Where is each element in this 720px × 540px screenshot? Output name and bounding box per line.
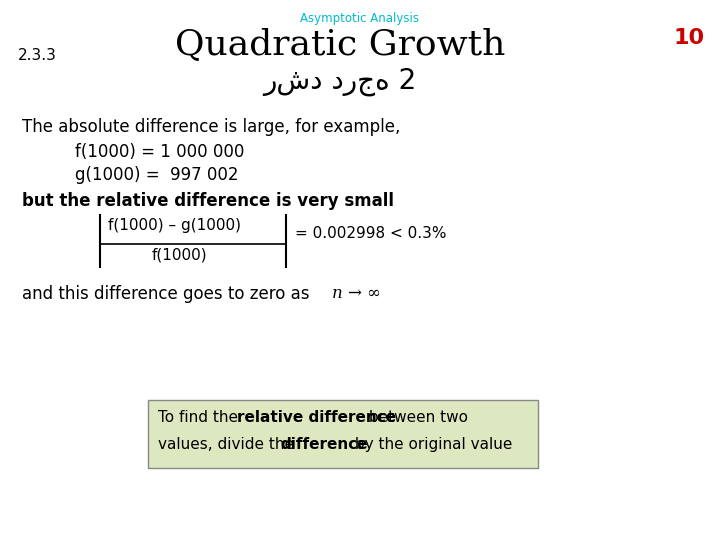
FancyBboxPatch shape [148, 400, 538, 468]
Text: 2.3.3: 2.3.3 [18, 48, 57, 63]
Text: g(1000) =  997 002: g(1000) = 997 002 [75, 166, 238, 184]
Text: between two: between two [364, 410, 468, 425]
Text: relative difference: relative difference [237, 410, 396, 425]
Text: by the original value: by the original value [350, 437, 513, 452]
Text: difference: difference [280, 437, 368, 452]
Text: 10: 10 [674, 28, 705, 48]
Text: f(1000): f(1000) [152, 248, 207, 263]
Text: رشد درجه 2: رشد درجه 2 [264, 68, 417, 97]
Text: values, divide the: values, divide the [158, 437, 299, 452]
Text: f(1000) = 1 000 000: f(1000) = 1 000 000 [75, 143, 244, 161]
Text: Quadratic Growth: Quadratic Growth [175, 28, 505, 62]
Text: and this difference goes to zero as: and this difference goes to zero as [22, 285, 315, 303]
Text: but the relative difference is very small: but the relative difference is very smal… [22, 192, 394, 210]
Text: To find the: To find the [158, 410, 243, 425]
Text: = 0.002998 < 0.3%: = 0.002998 < 0.3% [295, 226, 446, 241]
Text: The absolute difference is large, for example,: The absolute difference is large, for ex… [22, 118, 400, 136]
Text: Asymptotic Analysis: Asymptotic Analysis [300, 12, 420, 25]
Text: f(1000) – g(1000): f(1000) – g(1000) [108, 218, 241, 233]
Text: n → ∞: n → ∞ [332, 285, 381, 302]
